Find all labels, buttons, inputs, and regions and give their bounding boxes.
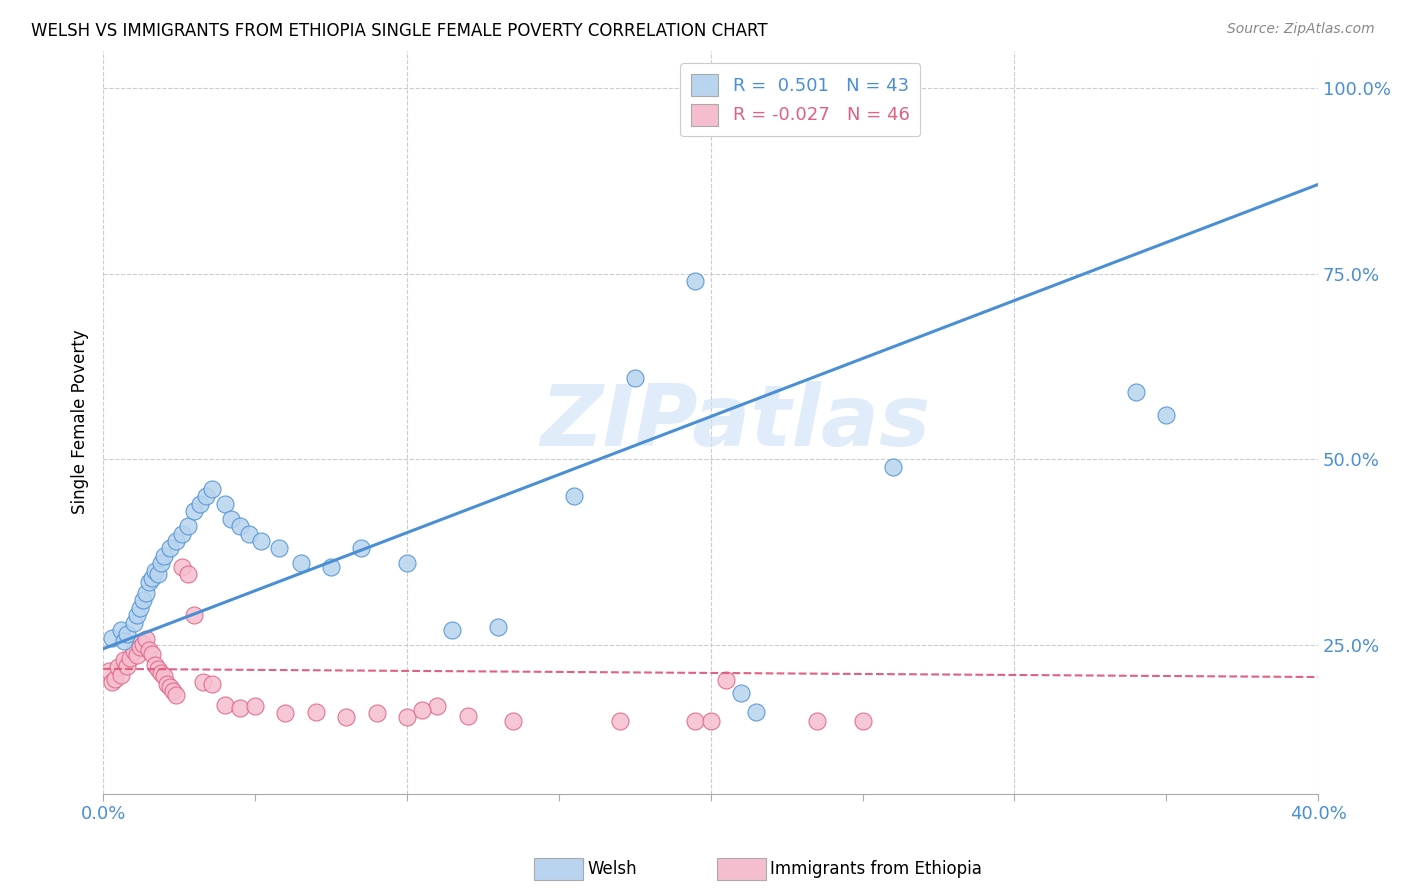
Point: [138, 574, 160, 589]
Point: [269, 541, 291, 556]
Point: [156, 676, 179, 690]
Point: [183, 608, 205, 623]
Point: [141, 647, 163, 661]
Point: [851, 714, 873, 728]
Point: [250, 534, 273, 549]
Point: [1154, 408, 1177, 422]
Point: [745, 705, 768, 719]
Point: [183, 504, 205, 518]
Point: [107, 660, 129, 674]
Point: [117, 659, 139, 673]
Point: [125, 608, 148, 623]
Point: [193, 675, 215, 690]
Point: [149, 557, 172, 571]
Point: [319, 560, 342, 574]
Point: [699, 714, 721, 728]
Point: [426, 698, 449, 713]
Point: [214, 497, 236, 511]
Point: [335, 710, 357, 724]
Point: [305, 705, 328, 719]
Point: [290, 557, 312, 571]
Point: [159, 541, 181, 556]
Point: [165, 688, 187, 702]
Text: Source: ZipAtlas.com: Source: ZipAtlas.com: [1227, 22, 1375, 37]
Text: ZIPatlas: ZIPatlas: [540, 381, 929, 464]
Point: [172, 526, 194, 541]
Point: [229, 701, 252, 715]
Point: [486, 619, 509, 633]
Point: [149, 665, 172, 680]
Point: [685, 714, 707, 728]
Point: [138, 643, 160, 657]
Point: [143, 564, 166, 578]
Point: [238, 526, 260, 541]
Point: [117, 627, 139, 641]
Point: [177, 519, 200, 533]
Point: [120, 651, 142, 665]
Point: [104, 672, 127, 686]
Point: [162, 684, 184, 698]
Point: [201, 676, 224, 690]
Point: [159, 681, 181, 695]
Point: [243, 698, 266, 713]
Point: [141, 571, 163, 585]
Point: [112, 634, 135, 648]
Point: [882, 459, 904, 474]
Point: [128, 640, 150, 654]
Point: [441, 624, 464, 638]
Point: [143, 658, 166, 673]
Point: [623, 370, 645, 384]
Point: [110, 667, 132, 681]
Point: [131, 593, 153, 607]
Y-axis label: Single Female Poverty: Single Female Poverty: [72, 330, 89, 515]
Point: [395, 557, 418, 571]
Point: [122, 615, 145, 630]
Point: [195, 490, 218, 504]
Point: [101, 675, 124, 690]
Point: [366, 706, 388, 721]
Point: [101, 631, 124, 645]
Point: [135, 632, 157, 647]
Text: Welsh: Welsh: [588, 860, 637, 878]
Point: [135, 586, 157, 600]
Point: [112, 653, 135, 667]
Point: [274, 706, 297, 721]
Point: [214, 698, 236, 712]
Point: [730, 686, 752, 700]
Point: [502, 714, 524, 728]
Point: [165, 534, 187, 549]
Point: [153, 549, 176, 563]
Point: [562, 490, 585, 504]
Point: [128, 601, 150, 615]
Point: [110, 624, 132, 638]
Point: [350, 541, 373, 556]
Point: [122, 644, 145, 658]
Point: [125, 648, 148, 662]
Point: [1125, 385, 1147, 400]
Point: [714, 673, 737, 687]
Point: [609, 714, 631, 728]
Point: [411, 703, 433, 717]
Point: [806, 714, 828, 728]
Text: WELSH VS IMMIGRANTS FROM ETHIOPIA SINGLE FEMALE POVERTY CORRELATION CHART: WELSH VS IMMIGRANTS FROM ETHIOPIA SINGLE…: [31, 22, 768, 40]
Point: [188, 497, 211, 511]
Point: [172, 560, 194, 574]
Point: [146, 567, 169, 582]
Point: [153, 669, 176, 683]
Text: Immigrants from Ethiopia: Immigrants from Ethiopia: [770, 860, 983, 878]
Point: [146, 662, 169, 676]
Point: [98, 664, 121, 678]
Point: [219, 512, 242, 526]
Point: [201, 482, 224, 496]
Legend: R =  0.501   N = 43, R = -0.027   N = 46: R = 0.501 N = 43, R = -0.027 N = 46: [681, 63, 921, 136]
Point: [395, 710, 418, 724]
Point: [177, 567, 200, 582]
Point: [457, 708, 479, 723]
Point: [229, 519, 252, 533]
Point: [685, 274, 707, 288]
Point: [131, 637, 153, 651]
